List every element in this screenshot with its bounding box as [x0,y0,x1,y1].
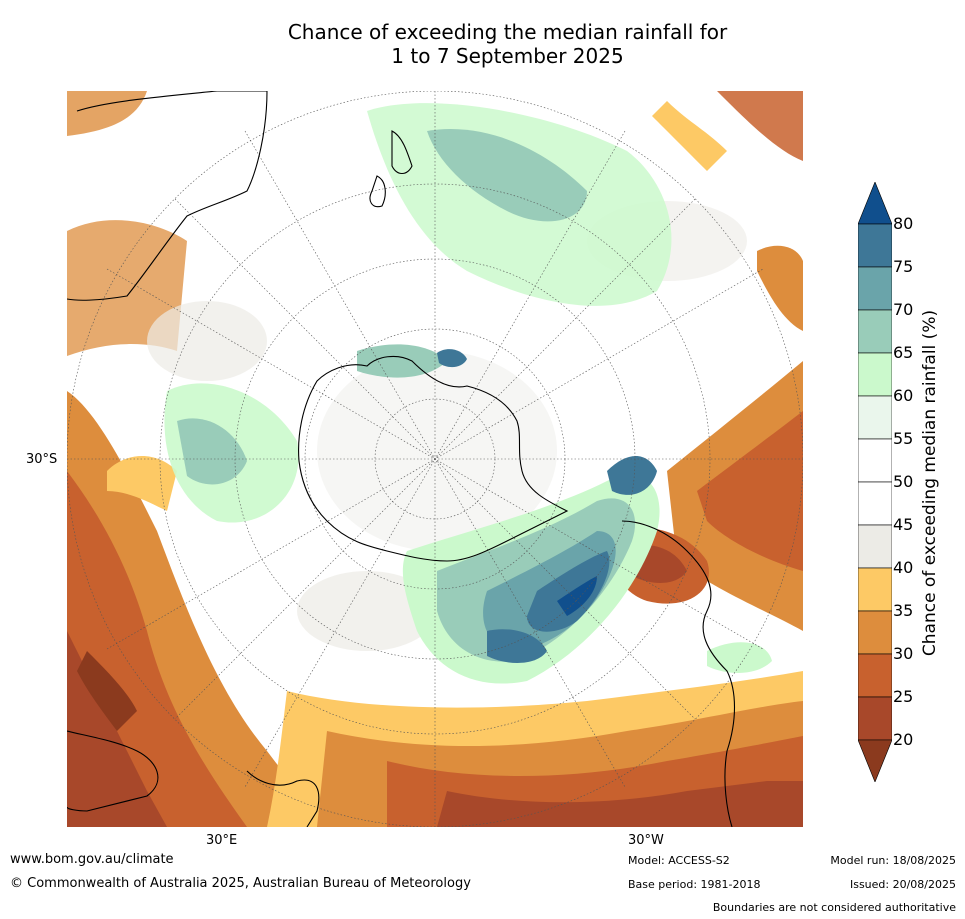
colorbar-tick-25: 25 [893,687,914,706]
map-panel [67,91,803,827]
colorbar-segment-40-45 [858,524,892,569]
wet-anomaly-zones [164,103,772,684]
colorbar-tick-50: 50 [893,472,914,491]
colorbar-segment-45-50 [858,481,892,526]
colorbar-above-80 [858,182,892,225]
southern-africa-coast [67,730,159,812]
lon-label-30e: 30°E [206,833,238,848]
model-run-text: Model run: 18/08/2025 [830,854,956,867]
colorbar-segment-25-30 [858,653,892,698]
map-title: Chance of exceeding the median rainfall … [150,20,865,68]
colorbar-tick-75: 75 [893,257,914,276]
southern-ocean-dry-belt [267,671,803,827]
colorbar-segment-55-60 [858,395,892,440]
website-link[interactable]: www.bom.gov.au/climate [10,852,174,867]
colorbar-tick-40: 40 [893,558,914,577]
copyright-text: © Commonwealth of Australia 2025, Austra… [10,876,471,891]
colorbar-tick-20: 20 [893,730,914,749]
colorbar-segment-60-65 [858,352,892,397]
colorbar-segment-35-40 [858,567,892,612]
lon-label-30w: 30°W [628,833,664,848]
coastlines [67,91,736,827]
colorbar-tick-30: 30 [893,644,914,663]
ice-fringe [437,349,467,368]
title-line1: Chance of exceeding the median rainfall … [287,20,728,44]
colorbar-segment-30-35 [858,610,892,655]
colorbar-tick-35: 35 [893,601,914,620]
model-text: Model: ACCESS-S2 [628,854,730,867]
issued-text: Issued: 20/08/2025 [849,878,956,891]
colorbar-tick-65: 65 [893,343,914,362]
colorbar-segment-50-55 [858,438,892,483]
colorbar-segment-75-80 [858,223,892,268]
rainfall-map [67,91,803,827]
south-america-coast [621,520,736,827]
lat-label-30s: 30°S [26,452,58,467]
disclaimer-text: Boundaries are not considered authoritat… [712,901,956,914]
colorbar-segment-70-75 [858,266,892,311]
colorbar-tick-80: 80 [893,214,914,233]
base-period-text: Base period: 1981-2018 [628,878,761,891]
colorbar-tick-55: 55 [893,429,914,448]
colorbar-segment-65-70 [858,309,892,354]
colorbar-tick-45: 45 [893,515,914,534]
graticule [67,91,803,827]
australia-coast [67,91,268,301]
colorbar-tick-60: 60 [893,386,914,405]
colorbar-below-20 [858,739,892,782]
colorbar-tick-70: 70 [893,300,914,319]
new-zealand-coast [369,130,413,208]
africa-dry-zone [67,391,347,827]
colorbar-segment-20-25 [858,696,892,741]
madagascar-coast [246,770,320,827]
antarctica-coast [298,355,569,562]
colorbar [858,182,892,782]
title-line2: 1 to 7 September 2025 [391,44,624,68]
colorbar-label: Chance of exceeding median rainfall (%) [920,309,940,657]
